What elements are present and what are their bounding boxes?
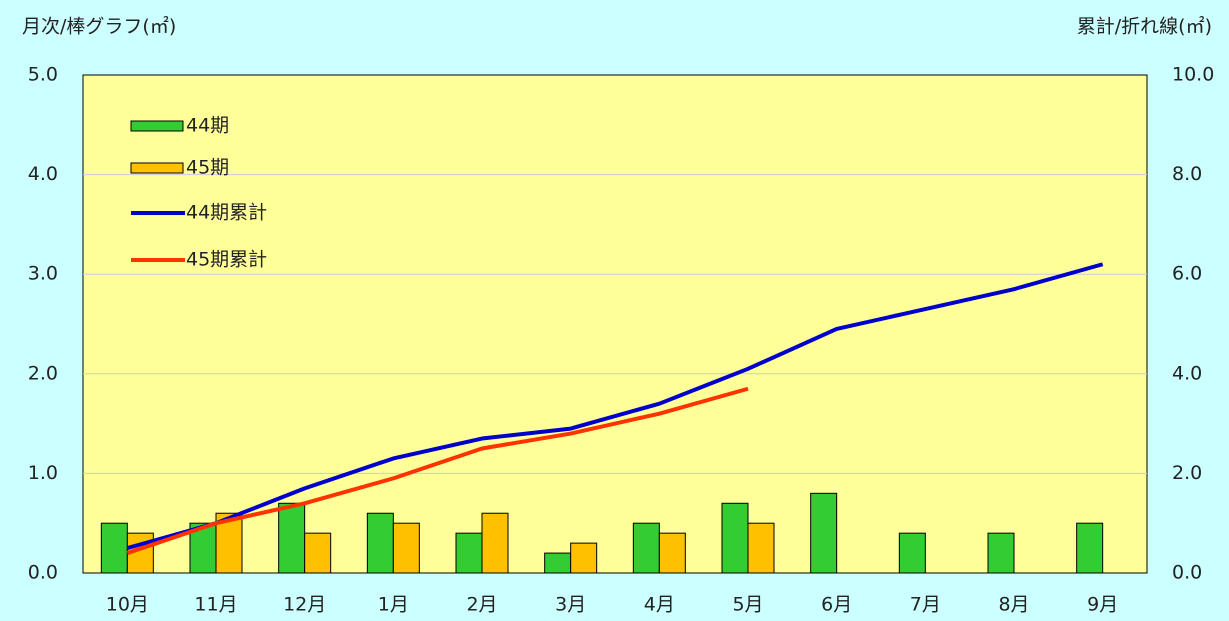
x-tick-label: 12月 [283, 594, 326, 616]
legend-label: 45期 [186, 157, 229, 179]
y2-axis-label: 累計/折れ線(㎡) [1077, 15, 1212, 38]
y2-tick-label: 8.0 [1172, 163, 1202, 185]
x-tick-label: 11月 [194, 594, 237, 616]
legend-label: 44期 [186, 115, 229, 137]
bar [570, 542, 598, 574]
bar [481, 512, 509, 574]
y-tick-label: 1.0 [28, 462, 58, 484]
y-tick-label: 2.0 [28, 362, 58, 384]
bar [455, 532, 483, 574]
x-tick-label: 4月 [644, 594, 675, 616]
y-tick-label: 0.0 [28, 562, 58, 584]
bar [898, 532, 926, 574]
y-axis-label: 月次/棒グラフ(㎡) [22, 15, 176, 38]
legend-label: 45期累計 [186, 249, 267, 271]
bar [658, 532, 686, 574]
bar [544, 552, 572, 574]
plot-area [82, 74, 1148, 574]
x-tick-label: 10月 [106, 594, 149, 616]
x-tick-label: 9月 [1087, 594, 1118, 616]
y2-tick-label: 6.0 [1172, 263, 1202, 285]
bar [721, 502, 749, 574]
y2-tick-label: 2.0 [1172, 462, 1202, 484]
line [126, 262, 1104, 551]
bar [278, 502, 306, 574]
legend-swatch [130, 162, 184, 174]
bar [747, 522, 775, 574]
x-tick-label: 5月 [732, 594, 763, 616]
legend-swatch [130, 120, 184, 132]
bar [632, 522, 660, 574]
bar [810, 492, 838, 574]
y2-tick-label: 0.0 [1172, 562, 1202, 584]
bar [304, 532, 332, 574]
x-tick-label: 3月 [555, 594, 586, 616]
bar [366, 512, 394, 574]
x-tick-label: 6月 [821, 594, 852, 616]
y-tick-label: 4.0 [28, 163, 58, 185]
x-tick-label: 7月 [910, 594, 941, 616]
x-tick-label: 1月 [378, 594, 409, 616]
bar [392, 522, 420, 574]
y2-tick-label: 10.0 [1172, 64, 1214, 86]
bar [100, 522, 128, 574]
y-tick-label: 5.0 [28, 64, 58, 86]
line [126, 386, 749, 555]
y-tick-label: 3.0 [28, 263, 58, 285]
bar [1076, 522, 1104, 574]
bar [987, 532, 1015, 574]
legend-label: 44期累計 [186, 202, 267, 224]
x-tick-label: 8月 [998, 594, 1029, 616]
x-tick-label: 2月 [466, 594, 497, 616]
y2-tick-label: 4.0 [1172, 362, 1202, 384]
